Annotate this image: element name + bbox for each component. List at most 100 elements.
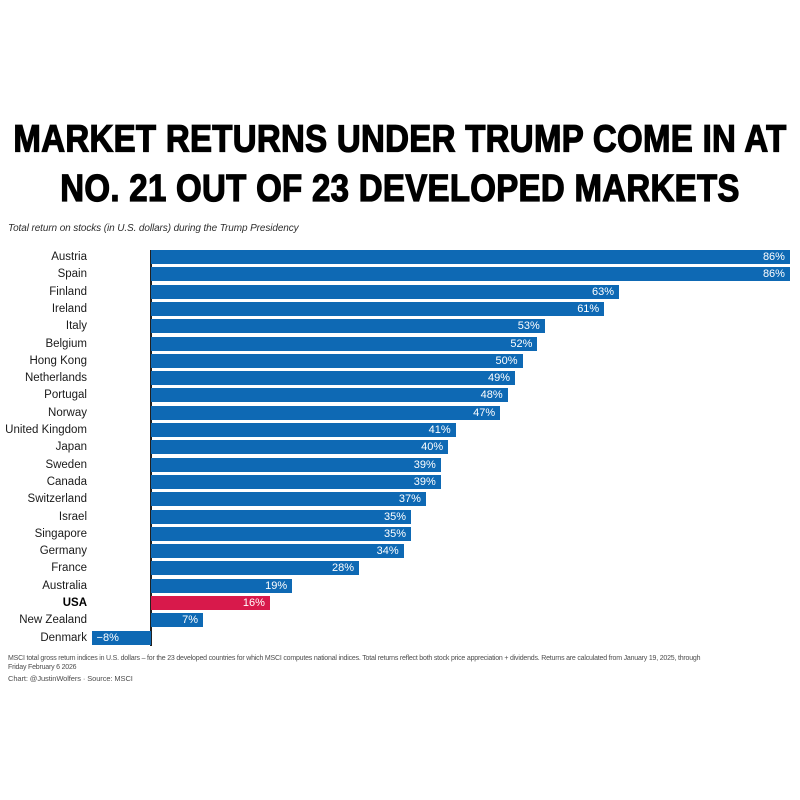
chart-row: Denmark −8% (0, 630, 800, 645)
chart-row: France 28% (0, 561, 800, 576)
bar: 7% (151, 613, 203, 628)
footnote-line1: MSCI total gross return indices in U.S. … (8, 655, 701, 662)
bar: 49% (151, 371, 516, 386)
bar: 41% (151, 423, 456, 437)
chart-row: Spain 86% (0, 267, 800, 282)
country-label: Portugal (44, 389, 87, 402)
country-label: Denmark (40, 631, 87, 644)
bar: 37% (151, 492, 426, 507)
chart-row: Singapore 35% (0, 526, 800, 541)
country-label: Netherlands (24, 372, 87, 385)
value-label: 28% (332, 562, 355, 575)
bar: −8% (91, 630, 151, 645)
bar: 28% (151, 561, 360, 576)
chart-row: Austria 86% (0, 250, 800, 264)
country-label: New Zealand (19, 614, 87, 627)
chart-row: Hong Kong 50% (0, 353, 800, 368)
value-label: 47% (473, 406, 496, 419)
value-label: 37% (398, 493, 421, 506)
country-label: Italy (65, 320, 87, 333)
chart-row: United Kingdom 41% (0, 423, 800, 437)
country-label: Spain (57, 268, 87, 281)
value-label: 63% (592, 285, 615, 298)
value-label: 41% (428, 424, 451, 436)
country-label: Germany (39, 545, 87, 558)
country-label: Finland (49, 285, 87, 298)
chart-row: Portugal 48% (0, 388, 800, 403)
chart-row: Japan 40% (0, 440, 800, 455)
bar: 47% (151, 405, 501, 420)
value-label: 53% (517, 320, 540, 333)
bar-chart: Austria 86% Spain 86% Finland 63% Ireland 61% It… (0, 250, 800, 648)
value-label: 39% (413, 475, 436, 488)
value-label: 34% (376, 545, 399, 558)
bar: 34% (151, 544, 404, 559)
chart-subtitle: Total return on stocks (in U.S. dollars)… (8, 223, 299, 234)
page-title: MARKET RETURNS UNDER TRUMP COME IN AT NO… (0, 113, 800, 213)
chart-credit: Chart: @JustinWolfers · Source: MSCI (8, 674, 133, 683)
country-label: Singapore (34, 527, 87, 540)
value-label: 48% (480, 389, 503, 402)
chart-row: Sweden 39% (0, 457, 800, 472)
value-label: 52% (510, 337, 533, 350)
value-label: 61% (577, 302, 600, 315)
bar: 48% (151, 388, 508, 403)
value-label: 86% (762, 251, 785, 263)
chart-row: New Zealand 7% (0, 613, 800, 628)
chart-row: Canada 39% (0, 474, 800, 489)
country-label: Canada (46, 475, 87, 488)
value-label: 39% (413, 458, 436, 471)
country-label: USA (62, 597, 87, 609)
chart-row: Germany 34% (0, 544, 800, 559)
chart-row: Australia 19% (0, 578, 800, 593)
bar-highlighted: 16% (151, 596, 270, 610)
value-label: −8% (96, 631, 119, 644)
chart-row: Netherlands 49% (0, 371, 800, 386)
country-label: Sweden (45, 458, 87, 471)
chart-footnote: MSCI total gross return indices in U.S. … (8, 655, 798, 672)
value-label: 19% (265, 579, 288, 592)
chart-row: Italy 53% (0, 319, 800, 334)
country-label: Belgium (45, 337, 87, 350)
page-title-line1: MARKET RETURNS UNDER TRUMP COME IN AT (13, 116, 787, 160)
bar: 61% (151, 301, 605, 316)
bar: 40% (151, 440, 449, 455)
country-label: United Kingdom (5, 424, 87, 436)
chart-row: Switzerland 37% (0, 492, 800, 507)
chart-row: USA 16% (0, 596, 800, 610)
chart-row: Israel 35% (0, 509, 800, 524)
bar: 39% (151, 474, 441, 489)
bar: 63% (151, 284, 620, 299)
chart-row: Finland 63% (0, 284, 800, 299)
country-label: Ireland (51, 302, 87, 315)
value-label: 40% (421, 441, 444, 454)
bar: 50% (151, 353, 523, 368)
country-label: Switzerland (27, 493, 87, 506)
chart-row: Belgium 52% (0, 336, 800, 351)
value-label: 35% (384, 510, 407, 523)
bar: 86% (151, 267, 790, 282)
value-label: 7% (182, 614, 198, 627)
value-label: 49% (488, 372, 511, 385)
country-label: Hong Kong (29, 354, 87, 367)
country-label: Australia (42, 579, 87, 592)
bar: 53% (151, 319, 545, 334)
country-label: France (51, 562, 87, 575)
chart-row: Norway 47% (0, 405, 800, 420)
bar: 52% (151, 336, 538, 351)
value-label: 86% (762, 268, 785, 281)
footnote-line2: Friday February 6 2026 (8, 663, 77, 671)
page-title-line2: NO. 21 OUT OF 23 DEVELOPED MARKETS (60, 166, 740, 210)
bar: 19% (151, 578, 293, 593)
value-label: 16% (242, 597, 265, 609)
country-label: Israel (58, 510, 87, 523)
bar: 35% (151, 509, 412, 524)
country-label: Austria (51, 251, 87, 263)
bar: 39% (151, 457, 441, 472)
value-label: 50% (495, 354, 518, 367)
bar: 35% (151, 526, 412, 541)
value-label: 35% (384, 527, 407, 540)
bar: 86% (151, 250, 790, 264)
country-label: Japan (55, 441, 87, 454)
chart-row: Ireland 61% (0, 301, 800, 316)
